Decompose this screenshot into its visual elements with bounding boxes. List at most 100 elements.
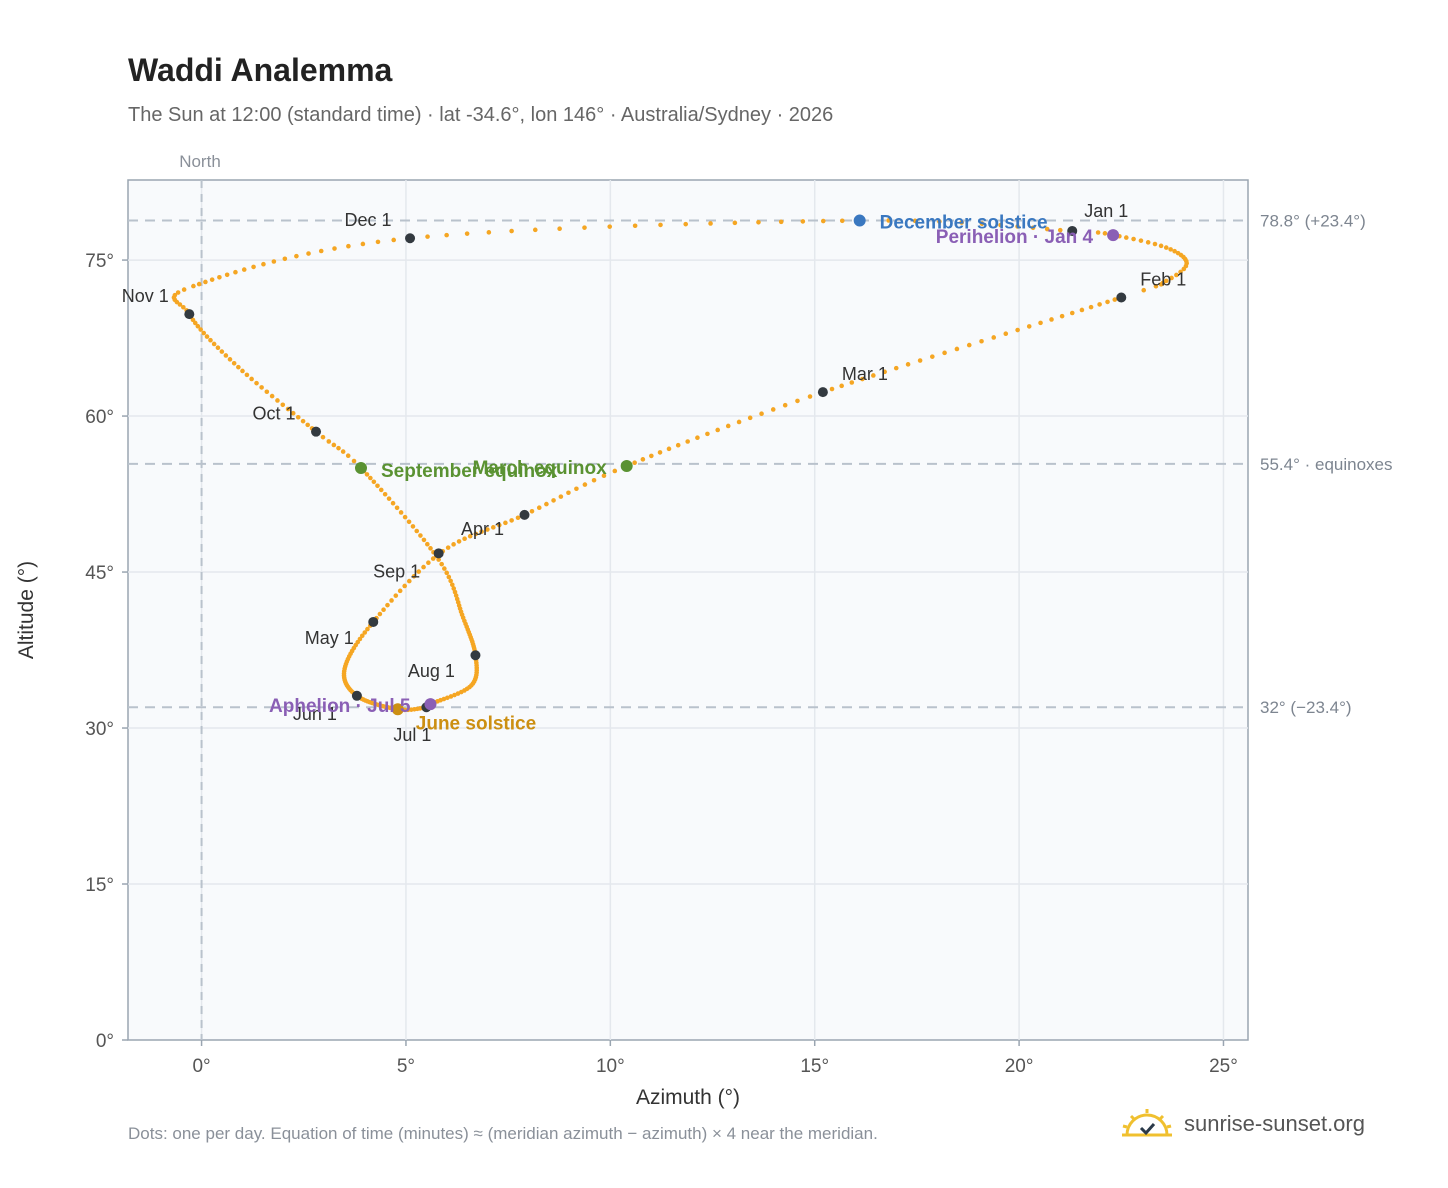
- day-dot: [795, 398, 800, 404]
- day-dot: [300, 418, 306, 424]
- day-dot: [1172, 248, 1177, 254]
- day-dot: [425, 541, 430, 547]
- day-dot: [201, 330, 207, 336]
- event-label: Perihelion · Jan 4: [936, 227, 1094, 248]
- month-dot: [470, 650, 481, 661]
- day-dot: [496, 522, 502, 528]
- month-label: Jul 1: [393, 725, 431, 745]
- day-dot: [756, 219, 761, 225]
- day-dot: [632, 460, 637, 466]
- day-dot: [1153, 283, 1159, 289]
- day-dot: [336, 445, 341, 451]
- sun-logo-icon: [1122, 1109, 1172, 1137]
- day-dot: [390, 500, 396, 506]
- month-markers: Jan 1 Feb 1 Mar 1 Apr 1 May 1 Jun 1 Jul 1 Aug 1…: [122, 201, 1187, 745]
- day-dot: [591, 477, 597, 483]
- day-dot: [331, 442, 337, 448]
- x-tick-label: 10°: [596, 1056, 625, 1077]
- brand[interactable]: sunrise-sunset.org: [1120, 1102, 1365, 1146]
- day-dot: [1105, 299, 1110, 305]
- day-dot: [529, 508, 535, 514]
- day-dot: [430, 556, 436, 561]
- day-dot: [467, 533, 473, 539]
- day-dot: [1057, 227, 1063, 233]
- day-dot: [640, 457, 646, 462]
- day-dot: [486, 230, 492, 235]
- day-dot: [219, 349, 225, 354]
- day-dot: [582, 225, 587, 230]
- day-dot: [441, 696, 447, 702]
- day-dot: [829, 386, 835, 392]
- day-dot: [544, 501, 549, 507]
- day-dot: [442, 566, 447, 571]
- day-dot: [425, 234, 430, 239]
- day-dot: [574, 486, 579, 492]
- day-dot: [360, 241, 366, 247]
- day-dot: [666, 446, 672, 452]
- y-axis-ticks: 0° 15° 30° 45° 60° 75°: [85, 251, 128, 1052]
- day-dot: [1059, 313, 1065, 319]
- day-dot: [385, 602, 390, 608]
- day-dot: [215, 345, 221, 351]
- day-dot: [294, 253, 299, 259]
- day-dot: [1102, 231, 1108, 236]
- day-dot: [708, 221, 713, 226]
- day-dot: [1152, 241, 1158, 247]
- day-dot: [912, 218, 918, 224]
- day-dot: [448, 694, 454, 699]
- day-dot: [428, 546, 433, 551]
- month-label: Mar 1: [842, 364, 888, 384]
- day-dot: [456, 539, 462, 544]
- day-dot: [402, 514, 408, 520]
- day-dot: [204, 334, 210, 339]
- brand-name: sunrise-sunset.org: [1184, 1111, 1365, 1136]
- x-tick-label: 15°: [800, 1056, 829, 1077]
- x-tick-label: 25°: [1209, 1056, 1238, 1077]
- day-dot: [231, 360, 237, 366]
- day-dot: [436, 557, 441, 562]
- y-axis-label: Altitude (°): [15, 561, 38, 659]
- day-dot: [382, 491, 388, 497]
- day-dot: [1158, 243, 1164, 249]
- day-dot: [364, 472, 370, 477]
- day-dot: [705, 431, 710, 437]
- meridian-label: North: [179, 152, 221, 171]
- day-dot: [444, 570, 450, 576]
- day-dot: [208, 337, 213, 343]
- day-dot: [326, 439, 332, 444]
- day-dot: [998, 222, 1003, 228]
- month-label: Jan 1: [1084, 201, 1128, 221]
- event-label: September equinox: [381, 461, 558, 482]
- day-dot: [181, 304, 186, 310]
- month-dot: [405, 233, 416, 244]
- month-label: Sep 1: [373, 561, 420, 581]
- day-dot: [368, 475, 373, 481]
- day-dot: [937, 219, 942, 224]
- day-dot: [445, 545, 451, 550]
- day-dot: [715, 427, 720, 433]
- day-dot: [445, 695, 450, 701]
- day-dot: [209, 277, 215, 282]
- day-dot: [905, 362, 911, 367]
- event-label: Aphelion · Jul 5: [269, 696, 411, 717]
- month-dot: [184, 309, 195, 320]
- month-label: Jun 1: [293, 704, 337, 724]
- y-tick-label: 45°: [85, 563, 114, 584]
- day-dot: [675, 442, 681, 448]
- day-dot: [1095, 230, 1101, 235]
- day-dot: [244, 372, 250, 378]
- day-dot: [882, 369, 887, 375]
- event-dot: [853, 214, 866, 227]
- day-dot: [359, 633, 365, 639]
- day-dot: [462, 536, 467, 542]
- day-dot: [1141, 287, 1147, 293]
- month-dot: [817, 387, 828, 398]
- day-dot: [452, 692, 457, 698]
- day-dot: [782, 402, 788, 408]
- day-dot: [490, 525, 496, 530]
- day-dot: [172, 292, 178, 298]
- day-dot: [251, 264, 256, 270]
- y-tick-label: 75°: [85, 251, 114, 272]
- day-dot: [345, 453, 351, 459]
- day-dot: [582, 482, 588, 487]
